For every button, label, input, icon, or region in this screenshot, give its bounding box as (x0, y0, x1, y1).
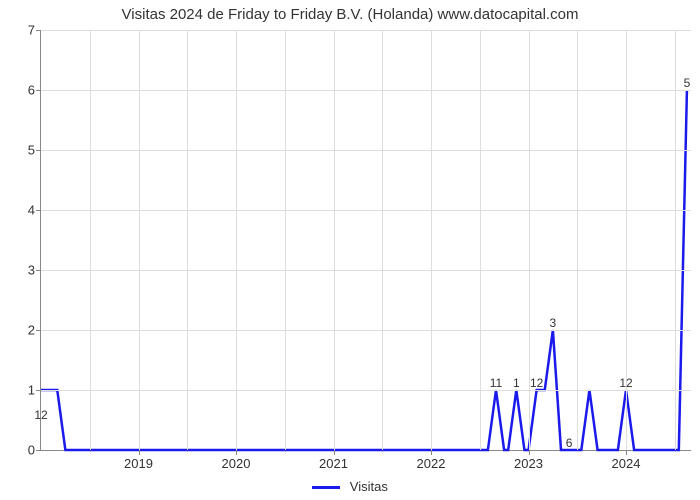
chart-title: Visitas 2024 de Friday to Friday B.V. (H… (0, 6, 700, 23)
y-tick-mark (36, 270, 41, 271)
y-tick-mark (36, 390, 41, 391)
grid-line-v (382, 30, 383, 450)
x-tick-mark (334, 450, 335, 455)
y-tick-mark (36, 210, 41, 211)
grid-line-v (480, 30, 481, 450)
y-tick-mark (36, 150, 41, 151)
y-tick-mark (36, 30, 41, 31)
data-point-label: 12 (34, 408, 47, 422)
grid-line-v (187, 30, 188, 450)
x-tick-mark (529, 450, 530, 455)
data-point-label: 1 (513, 376, 520, 390)
legend-swatch (312, 486, 340, 489)
data-point-label: 12 (619, 376, 632, 390)
y-tick-mark (36, 330, 41, 331)
x-tick-mark (236, 450, 237, 455)
x-tick-mark (431, 450, 432, 455)
legend-label: Visitas (350, 479, 388, 494)
grid-line-v (675, 30, 676, 450)
grid-line-v (334, 30, 335, 450)
x-tick-mark (139, 450, 140, 455)
data-point-label: 5 (684, 76, 691, 90)
grid-line-v (236, 30, 237, 450)
y-tick-mark (36, 90, 41, 91)
grid-line-v (577, 30, 578, 450)
x-tick-mark (626, 450, 627, 455)
grid-line-v (431, 30, 432, 450)
grid-line-v (285, 30, 286, 450)
legend: Visitas (0, 479, 700, 494)
y-tick-mark (36, 450, 41, 451)
grid-line-v (139, 30, 140, 450)
data-point-label: 11 (490, 376, 502, 390)
data-point-label: 12 (530, 376, 543, 390)
chart-container: Visitas 2024 de Friday to Friday B.V. (H… (0, 0, 700, 500)
data-point-label: 6 (566, 436, 573, 450)
data-point-label: 3 (550, 316, 557, 330)
grid-line-v (90, 30, 91, 450)
plot-area: 0123456720192020202120222023202412111123… (40, 30, 691, 451)
